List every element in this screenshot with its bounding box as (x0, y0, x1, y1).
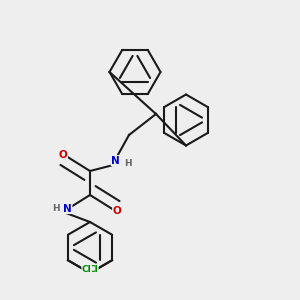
Text: Cl: Cl (82, 266, 92, 274)
Text: N: N (111, 155, 120, 166)
Text: H: H (52, 204, 59, 213)
Text: O: O (58, 149, 68, 160)
Text: H: H (124, 159, 131, 168)
Text: O: O (112, 206, 122, 217)
Text: Cl: Cl (88, 266, 98, 274)
Text: N: N (63, 203, 72, 214)
